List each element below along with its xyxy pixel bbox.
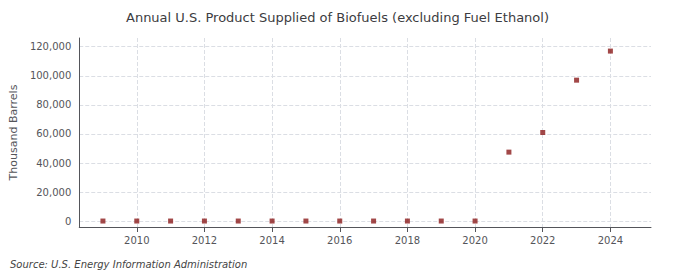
svg-text:2010: 2010 bbox=[124, 235, 149, 246]
svg-text:2018: 2018 bbox=[395, 235, 420, 246]
svg-text:100,000: 100,000 bbox=[30, 70, 71, 81]
svg-text:80,000: 80,000 bbox=[36, 99, 71, 110]
svg-text:2022: 2022 bbox=[530, 235, 555, 246]
svg-text:Annual U.S. Product Supplied o: Annual U.S. Product Supplied of Biofuels… bbox=[126, 10, 549, 25]
svg-text:40,000: 40,000 bbox=[36, 158, 71, 169]
svg-text:2014: 2014 bbox=[259, 235, 284, 246]
svg-text:2016: 2016 bbox=[327, 235, 352, 246]
svg-text:Source: U.S. Energy Informatio: Source: U.S. Energy Information Administ… bbox=[10, 259, 247, 270]
svg-text:20,000: 20,000 bbox=[36, 187, 71, 198]
svg-text:120,000: 120,000 bbox=[30, 41, 71, 52]
svg-text:0: 0 bbox=[65, 216, 71, 227]
svg-text:2024: 2024 bbox=[598, 235, 623, 246]
svg-text:Thousand Barrels: Thousand Barrels bbox=[7, 84, 20, 181]
svg-text:60,000: 60,000 bbox=[36, 128, 71, 139]
svg-text:2020: 2020 bbox=[462, 235, 487, 246]
svg-text:2012: 2012 bbox=[192, 235, 217, 246]
